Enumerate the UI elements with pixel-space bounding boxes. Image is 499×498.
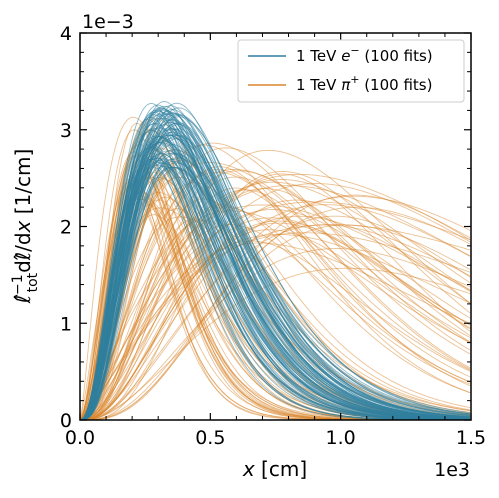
y-label-sub: tot	[25, 272, 41, 292]
fit-curve	[80, 204, 471, 420]
x-tick-label: 1.0	[326, 427, 356, 449]
fit-curve	[80, 267, 471, 420]
x-axis-label: x [cm]	[242, 457, 307, 481]
fit-curve	[80, 188, 471, 420]
fit-curve	[80, 140, 470, 420]
fit-curve	[80, 128, 471, 420]
legend-pion-suffix: (100 fits)	[359, 76, 432, 94]
fit-curve	[80, 183, 471, 420]
fit-curve	[80, 111, 471, 420]
fit-curve	[80, 204, 471, 420]
fit-curve	[80, 218, 471, 420]
fit-curve	[80, 248, 471, 420]
fit-curve	[80, 201, 471, 420]
fit-curve	[80, 176, 471, 420]
fit-curve	[80, 142, 471, 420]
x-tick-label: 1.5	[456, 427, 486, 449]
y-axis-label: ℓ̂−1totdℓ̂/dx [1/cm]	[10, 149, 41, 305]
y-axis-label-group: ℓ̂−1totdℓ̂/dx [1/cm]	[10, 149, 41, 305]
fit-curve	[80, 242, 471, 420]
y-label-main: ℓ̂	[11, 294, 35, 304]
x-tick-label: 0.5	[195, 427, 225, 449]
fit-curve	[80, 134, 471, 420]
legend-electron-var: e	[341, 47, 350, 65]
fit-curve	[80, 198, 471, 420]
fit-curve	[80, 116, 471, 420]
fit-curve	[80, 167, 470, 420]
fit-curve	[80, 123, 470, 420]
fit-curve	[80, 173, 471, 420]
y-tick-label: 1	[60, 313, 72, 335]
fit-curve	[80, 232, 471, 420]
x-axis-label-var: x	[242, 457, 255, 481]
legend-electron-sup: −	[350, 44, 359, 57]
y-label-var: x	[11, 220, 35, 233]
x-tick-label: 0.0	[65, 427, 95, 449]
series-layer	[80, 101, 471, 420]
x-axis-label-unit: [cm]	[255, 457, 307, 481]
legend-label-pion: 1 TeV π+ (100 fits)	[296, 73, 432, 94]
plot-area	[80, 101, 471, 420]
y-tick-label: 3	[60, 120, 72, 142]
y-offset-label: 1e−3	[82, 11, 134, 33]
fit-curve	[80, 152, 471, 420]
legend-box	[237, 39, 465, 103]
fit-curve	[80, 215, 471, 420]
fit-curve	[80, 224, 471, 420]
y-axis: 0 1 2 3 4	[60, 23, 471, 432]
y-tick-label: 4	[60, 23, 72, 45]
y-label-rest: dℓ̂/d	[11, 232, 35, 272]
legend-electron-suffix: (100 fits)	[360, 47, 433, 65]
fit-curve	[80, 157, 471, 420]
fit-curve	[80, 224, 471, 420]
fit-curve	[80, 107, 471, 420]
y-label-unit: [1/cm]	[11, 149, 35, 221]
fit-curve	[80, 204, 471, 420]
fit-curve	[80, 189, 471, 420]
fit-curve	[80, 168, 471, 420]
legend: 1 TeV e− (100 fits) 1 TeV π+ (100 fits)	[237, 39, 465, 103]
y-label-sup: −1	[10, 274, 26, 295]
fit-curve	[80, 182, 471, 420]
fit-curve	[80, 234, 471, 420]
fit-curve	[80, 240, 471, 420]
fit-curve	[80, 215, 471, 420]
fit-curve	[80, 107, 471, 420]
legend-pion-sup: +	[350, 73, 359, 86]
fit-curve	[80, 171, 471, 420]
fit-curve	[80, 185, 471, 420]
legend-pion-var: π	[341, 76, 351, 94]
fit-curve	[80, 206, 471, 420]
fit-curve	[80, 197, 470, 420]
fit-curve	[80, 109, 470, 420]
legend-label-electron: 1 TeV e− (100 fits)	[296, 44, 433, 65]
fit-curve	[80, 194, 471, 420]
x-axis: 0.0 0.5 1.0 1.5	[65, 33, 486, 449]
fit-curve	[80, 170, 471, 420]
legend-electron-prefix: 1 TeV	[296, 47, 341, 65]
fit-curve	[80, 152, 471, 420]
y-tick-label: 0	[60, 410, 72, 432]
fit-curve	[80, 171, 471, 420]
fit-curve	[80, 195, 471, 420]
series-electron	[80, 101, 471, 420]
y-tick-label: 2	[60, 217, 72, 239]
x-offset-label: 1e3	[434, 459, 470, 481]
legend-pion-prefix: 1 TeV	[296, 76, 341, 94]
